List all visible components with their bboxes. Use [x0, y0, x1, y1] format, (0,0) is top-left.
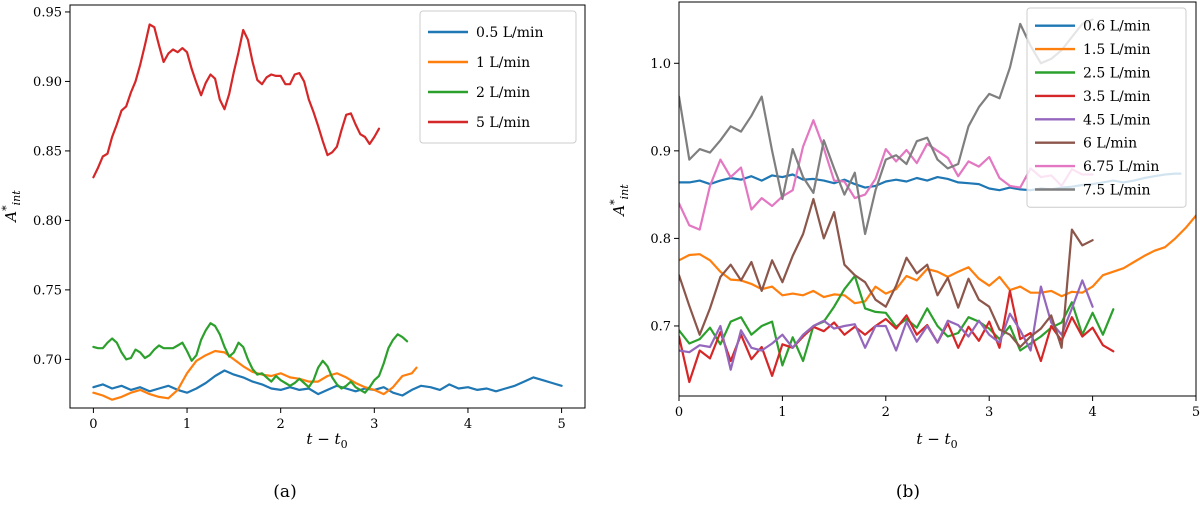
x-tick-label: 2	[277, 417, 285, 432]
series-line-7.5-l-min	[679, 18, 1094, 236]
y-tick-label: 0.95	[33, 5, 62, 20]
panel-a-xlabel: t − t0	[306, 430, 347, 451]
series-line-2-l-min	[92, 322, 409, 394]
x-tick-label: 4	[1088, 405, 1096, 420]
legend-box	[1026, 7, 1187, 208]
legend-label: 3.5 L/min	[1083, 89, 1151, 105]
series-line-6-l-min	[679, 197, 1094, 349]
panel-b-plot-frame	[678, 1, 1197, 397]
series-line-1.5-l-min	[679, 214, 1196, 305]
panel-a-ticks: 0 1 2 3 4 5 0.70 0.75 0.80 0.85 0.90 0.95	[33, 5, 566, 432]
series-line-6.75-l-min	[679, 119, 1094, 231]
x-tick-label: 2	[882, 405, 890, 420]
legend-label: 0.6 L/min	[1083, 19, 1151, 35]
y-tick-label: 1.0	[650, 57, 671, 72]
y-tick-label: 0.70	[33, 353, 62, 368]
legend-label: 6 L/min	[1083, 136, 1137, 152]
x-tick-label: 4	[464, 417, 472, 432]
panel-b-legend: 0.6 L/min 1.5 L/min 2.5 L/min 3.5 L/min 4.5 …	[1026, 7, 1187, 208]
x-tick-label: 5	[557, 417, 565, 432]
panel-b-series	[679, 18, 1196, 384]
legend-label: 6.75 L/min	[1083, 159, 1159, 175]
legend-label: 0.5 L/min	[476, 25, 544, 41]
legend-label: 2.5 L/min	[1083, 66, 1151, 82]
panel-a-chart: 0 1 2 3 4 5 0.70 0.75 0.80 0.85 0.90 0.95 0.5 L/min…	[0, 4, 586, 502]
legend-box	[419, 10, 577, 144]
panel-a-series	[92, 23, 563, 401]
panel-b-chart: 0 1 2 3 4 5 0.7 0.8 0.9 1.0 0.6 L/min 1.5 L/min 2.5…	[608, 1, 1200, 502]
x-tick-label: 0	[89, 417, 97, 432]
x-tick-label: 0	[675, 405, 683, 420]
panel-a-caption: (a)	[273, 482, 296, 502]
x-tick-label: 1	[778, 405, 786, 420]
panel-b-ylabel: A*int	[608, 184, 631, 218]
x-tick-label: 3	[370, 417, 378, 432]
series-line-1-l-min	[92, 349, 418, 401]
panel-b-xlabel: t − t0	[916, 430, 957, 451]
series-line-5-l-min	[92, 23, 381, 179]
y-tick-label: 0.9	[650, 144, 671, 159]
legend-label: 4.5 L/min	[1083, 112, 1151, 128]
panel-b-caption: (b)	[896, 482, 920, 502]
y-tick-label: 0.80	[33, 214, 62, 229]
series-line-2.5-l-min	[679, 274, 1115, 367]
panel-a-ylabel: A*int	[0, 190, 23, 224]
y-tick-label: 0.75	[33, 283, 62, 298]
x-tick-label: 5	[1192, 405, 1200, 420]
y-tick-label: 0.90	[33, 75, 62, 90]
series-line-4.5-l-min	[679, 279, 1094, 371]
y-tick-label: 0.7	[650, 319, 671, 334]
legend-label: 2 L/min	[476, 85, 530, 101]
legend-label: 1.5 L/min	[1083, 42, 1151, 58]
legend-label: 5 L/min	[476, 115, 530, 131]
y-tick-label: 0.8	[650, 232, 671, 247]
legend-label: 7.5 L/min	[1083, 183, 1151, 199]
series-line-3.5-l-min	[679, 289, 1115, 384]
x-tick-label: 3	[985, 405, 993, 420]
series-line-0.5-l-min	[92, 369, 563, 397]
panel-a-plot-frame	[69, 4, 586, 409]
x-tick-label: 1	[183, 417, 191, 432]
legend-label: 1 L/min	[476, 55, 530, 71]
panel-b-ticks: 0 1 2 3 4 5 0.7 0.8 0.9 1.0	[650, 57, 1200, 420]
y-tick-label: 0.85	[33, 144, 62, 159]
panel-a-legend: 0.5 L/min 1 L/min 2 L/min 5 L/min	[419, 10, 577, 144]
